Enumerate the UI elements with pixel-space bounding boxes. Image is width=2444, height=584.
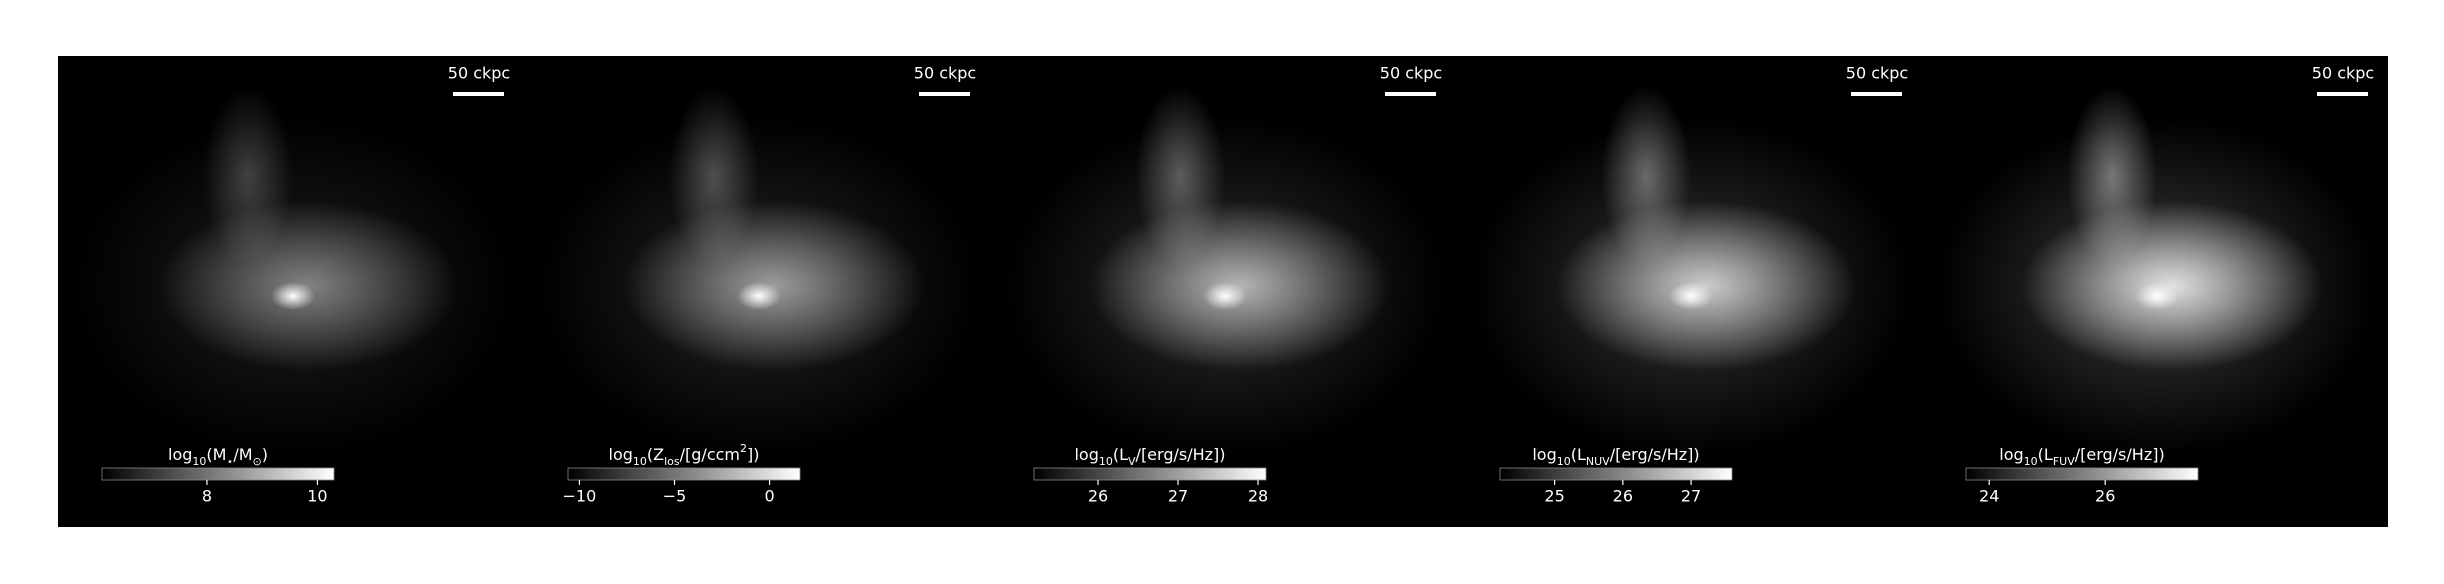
panel: 50 ckpc log10(M⋆/M⊙) 8 10: [58, 56, 524, 527]
colorbar-label: log10(LNUV/[erg/s/Hz]): [1532, 445, 1699, 468]
galaxy-core: [737, 282, 781, 310]
scale-bar-label: 50 ckpc: [448, 64, 510, 83]
colorbar-tick-label: 0: [764, 487, 774, 506]
galaxy-core: [271, 282, 315, 310]
scale-bar-label: 50 ckpc: [1846, 64, 1908, 83]
colorbar-tick-label: −10: [563, 487, 597, 506]
colorbar: [1965, 467, 2199, 481]
colorbar-tick-label: 25: [1544, 487, 1564, 506]
scale-bar-label: 50 ckpc: [914, 64, 976, 83]
panel: 50 ckpc log10(LV/[erg/s/Hz]) 26 27 28: [990, 56, 1456, 527]
colorbar-label: log10(M⋆/M⊙): [168, 445, 268, 468]
colorbar: [1499, 467, 1733, 481]
colorbar-tick-label: 26: [1088, 487, 1108, 506]
colorbar-tick-label: 26: [2095, 487, 2115, 506]
colorbar-tick-label: 10: [307, 487, 327, 506]
panel: 50 ckpc log10(LNUV/[erg/s/Hz]) 25 26 27: [1456, 56, 1922, 527]
galaxy-core: [1203, 282, 1247, 310]
colorbar-tick-label: 24: [1979, 487, 1999, 506]
colorbar-tick-label: 28: [1248, 487, 1268, 506]
colorbar-tick-label: 8: [202, 487, 212, 506]
galaxy-core: [1669, 282, 1713, 310]
colorbar-tick-label: 27: [1681, 487, 1701, 506]
colorbar-label: log10(Zlos/[g/ccm2]): [609, 442, 760, 468]
colorbar-label: log10(LV/[erg/s/Hz]): [1074, 445, 1225, 468]
colorbar: [1033, 467, 1267, 481]
scale-bar-label: 50 ckpc: [1380, 64, 1442, 83]
colorbar-label: log10(LFUV/[erg/s/Hz]): [1999, 445, 2164, 468]
colorbar: [567, 467, 801, 481]
panel: 50 ckpc log10(Zlos/[g/ccm2]) −10 −5 0: [524, 56, 990, 527]
colorbar-tick-label: −5: [663, 487, 687, 506]
scale-bar-label: 50 ckpc: [2312, 64, 2374, 83]
colorbar-tick-label: 27: [1168, 487, 1188, 506]
panel: 50 ckpc log10(LFUV/[erg/s/Hz])24 26: [1922, 56, 2388, 527]
galaxy-core: [2135, 282, 2179, 310]
colorbar: [101, 467, 335, 481]
colorbar-tick-label: 26: [1613, 487, 1633, 506]
